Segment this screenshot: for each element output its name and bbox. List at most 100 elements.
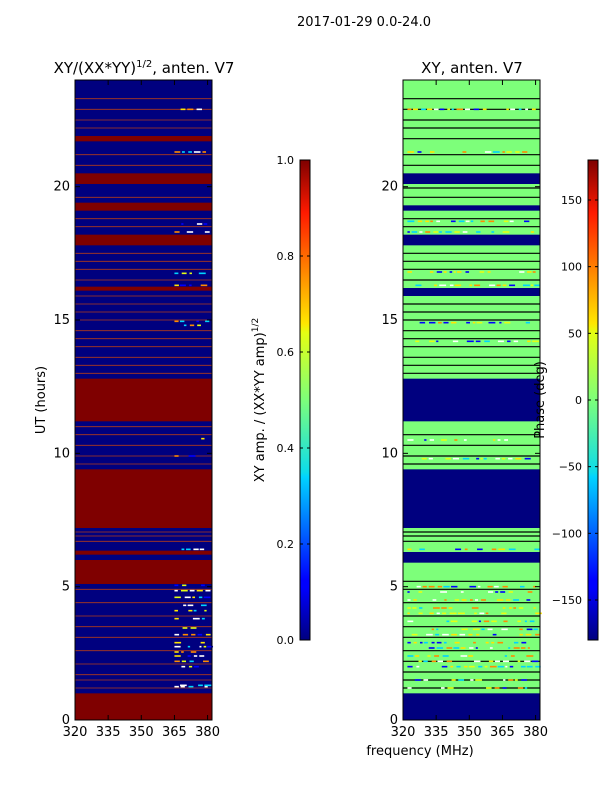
heatmap-speckle bbox=[192, 617, 200, 620]
heatmap-speckle bbox=[491, 620, 497, 623]
heatmap-speckle bbox=[182, 633, 189, 636]
heatmap-speckle bbox=[203, 660, 209, 663]
heatmap-speckle bbox=[533, 585, 537, 588]
heatmap-speckle bbox=[476, 231, 481, 233]
heatmap-speckle bbox=[480, 457, 483, 460]
heatmap-band bbox=[403, 693, 540, 720]
heatmap-speckle bbox=[441, 612, 447, 615]
heatmap-speckle bbox=[468, 665, 475, 668]
heatmap-speckle bbox=[407, 687, 412, 689]
heatmap-speckle bbox=[447, 687, 454, 689]
right-heatmap bbox=[403, 80, 542, 720]
heatmap-speckle bbox=[504, 439, 508, 441]
heatmap-speckle bbox=[466, 321, 470, 324]
heatmap-speckle bbox=[444, 599, 447, 601]
heatmap-speckle bbox=[198, 596, 203, 599]
heatmap-speckle bbox=[193, 151, 201, 153]
heatmap-speckle bbox=[509, 607, 513, 609]
heatmap-speckle bbox=[451, 108, 454, 111]
heatmap-speckle bbox=[432, 599, 437, 601]
heatmap-speckle bbox=[174, 272, 179, 275]
heatmap-speckle bbox=[428, 647, 435, 649]
heatmap-speckle bbox=[532, 271, 536, 273]
heatmap-speckle bbox=[452, 457, 459, 460]
heatmap-speckle bbox=[494, 585, 499, 588]
heatmap-speckle bbox=[428, 585, 435, 588]
heatmap-band bbox=[75, 202, 212, 211]
heatmap-speckle bbox=[488, 321, 496, 324]
heatmap-speckle bbox=[524, 620, 527, 623]
heatmap-speckle bbox=[174, 320, 179, 323]
heatmap-speckle bbox=[525, 321, 530, 324]
heatmap-speckle bbox=[535, 633, 540, 636]
heatmap-speckle bbox=[462, 457, 470, 460]
heatmap-speckle bbox=[407, 599, 411, 601]
heatmap-speckle bbox=[187, 645, 191, 648]
heatmap-speckle bbox=[446, 620, 450, 623]
heatmap-speckle bbox=[501, 628, 508, 631]
heatmap-speckle bbox=[407, 665, 413, 668]
heatmap-speckle bbox=[475, 647, 478, 649]
y-tick-label: 0 bbox=[390, 713, 398, 728]
heatmap-speckle bbox=[181, 548, 185, 551]
left-colorbar-gradient bbox=[299, 159, 311, 641]
heatmap-speckle bbox=[487, 628, 493, 631]
heatmap-speckle bbox=[419, 231, 423, 233]
heatmap-speckle bbox=[445, 457, 451, 460]
heatmap-speckle bbox=[472, 321, 476, 324]
colorbar-tick-label: 0.2 bbox=[277, 538, 295, 551]
heatmap-speckle bbox=[407, 151, 414, 153]
heatmap-speckle bbox=[521, 679, 528, 681]
heatmap-speckle bbox=[508, 457, 513, 460]
heatmap-speckle bbox=[451, 679, 456, 681]
heatmap-speckle bbox=[443, 321, 449, 324]
heatmap-band bbox=[75, 469, 212, 528]
heatmap-speckle bbox=[181, 272, 187, 275]
heatmap-speckle bbox=[174, 284, 179, 287]
x-tick-label: 320 bbox=[391, 725, 416, 740]
heatmap-speckle bbox=[468, 633, 473, 636]
heatmap-speckle bbox=[184, 596, 191, 599]
heatmap-speckle bbox=[521, 647, 526, 649]
heatmap-speckle bbox=[198, 684, 203, 687]
heatmap-speckle bbox=[464, 665, 468, 668]
heatmap-speckle bbox=[189, 272, 192, 275]
heatmap-speckle bbox=[454, 284, 462, 287]
heatmap-speckle bbox=[447, 108, 451, 111]
heatmap-speckle bbox=[502, 151, 505, 153]
heatmap-speckle bbox=[519, 271, 525, 273]
heatmap-speckle bbox=[527, 591, 533, 593]
heatmap-speckle bbox=[534, 548, 540, 551]
heatmap-speckle bbox=[441, 687, 445, 689]
heatmap-band bbox=[403, 469, 540, 528]
heatmap-speckle bbox=[449, 284, 454, 287]
heatmap-speckle bbox=[415, 340, 420, 343]
colorbar-tick-label: 1.0 bbox=[277, 154, 295, 167]
colorbar-tick-label: −100 bbox=[552, 527, 582, 540]
heatmap-speckle bbox=[182, 627, 188, 629]
heatmap-speckle bbox=[517, 687, 524, 689]
y-tick-label: 15 bbox=[381, 313, 398, 328]
heatmap-speckle bbox=[524, 457, 531, 460]
right-colorbar-ticks: −150 −100 −50 0 50 100 150 bbox=[552, 194, 598, 607]
heatmap-speckle bbox=[456, 108, 463, 111]
heatmap-speckle bbox=[429, 340, 435, 343]
heatmap-speckle bbox=[421, 108, 426, 111]
heatmap-speckle bbox=[455, 548, 462, 551]
heatmap-speckle bbox=[174, 596, 181, 599]
heatmap-speckle bbox=[446, 660, 453, 663]
heatmap-speckle bbox=[450, 620, 458, 623]
heatmap-speckle bbox=[429, 271, 434, 273]
heatmap-speckle bbox=[188, 609, 193, 612]
heatmap-speckle bbox=[419, 641, 423, 644]
heatmap-speckle bbox=[443, 585, 450, 588]
colorbar-tick-label: −50 bbox=[559, 461, 582, 474]
heatmap-speckle bbox=[411, 633, 418, 636]
heatmap-speckle bbox=[522, 151, 528, 153]
heatmap-speckle bbox=[509, 665, 514, 668]
heatmap-speckle bbox=[407, 607, 411, 609]
heatmap-speckle bbox=[486, 687, 492, 689]
heatmap-speckle bbox=[204, 684, 212, 687]
heatmap-speckle bbox=[473, 660, 481, 663]
heatmap-speckle bbox=[450, 665, 454, 668]
